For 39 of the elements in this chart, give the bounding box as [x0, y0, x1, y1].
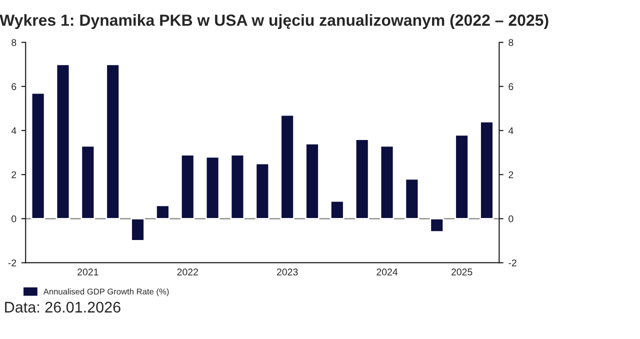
bar — [180, 154, 195, 220]
bar — [156, 204, 170, 220]
x-tick-label: 2023 — [277, 268, 298, 276]
y2-tick-label: 8 — [508, 39, 514, 46]
y2-tick-label: -2 — [508, 259, 516, 266]
x-tick-label: 2021 — [78, 268, 98, 276]
y2-tick-label: 0 — [508, 215, 514, 222]
legend-label: Annualised GDP Growth Rate (%) — [43, 288, 169, 296]
y-tick-label: 0 — [12, 215, 16, 222]
y-tick-label: 6 — [12, 83, 16, 90]
chart-title: Wykres 1: Dynamika PKB w USA w ujęciu zanualizowanym (2022 – 2025) — [0, 14, 548, 30]
bar — [480, 121, 494, 220]
y2-tick-label: 4 — [508, 127, 514, 134]
bar — [454, 134, 469, 220]
bar — [230, 154, 245, 220]
bar — [205, 156, 220, 220]
bar — [280, 114, 294, 220]
y-tick-label: -2 — [8, 259, 16, 266]
x-tick-label: 2022 — [177, 268, 198, 276]
y-tick-label: 4 — [11, 127, 16, 134]
bar — [380, 145, 394, 220]
bar — [56, 64, 70, 220]
bar — [430, 218, 444, 233]
y-tick-label: 8 — [12, 39, 16, 46]
bar — [354, 138, 370, 220]
bar — [305, 143, 320, 220]
y2-tick-label: 2 — [508, 171, 514, 178]
x-tick-label: 2024 — [376, 268, 398, 276]
x-tick-label: 2025 — [451, 268, 472, 276]
bar — [255, 162, 270, 220]
bar — [404, 178, 420, 220]
y-tick-label: 2 — [12, 171, 16, 178]
bar — [106, 64, 120, 220]
bar — [130, 218, 145, 242]
bar — [330, 200, 344, 220]
text: Data: 26.01.2026 — [5, 302, 120, 313]
bar — [30, 92, 46, 220]
bar — [80, 145, 96, 220]
y2-tick-label: 6 — [508, 83, 514, 90]
